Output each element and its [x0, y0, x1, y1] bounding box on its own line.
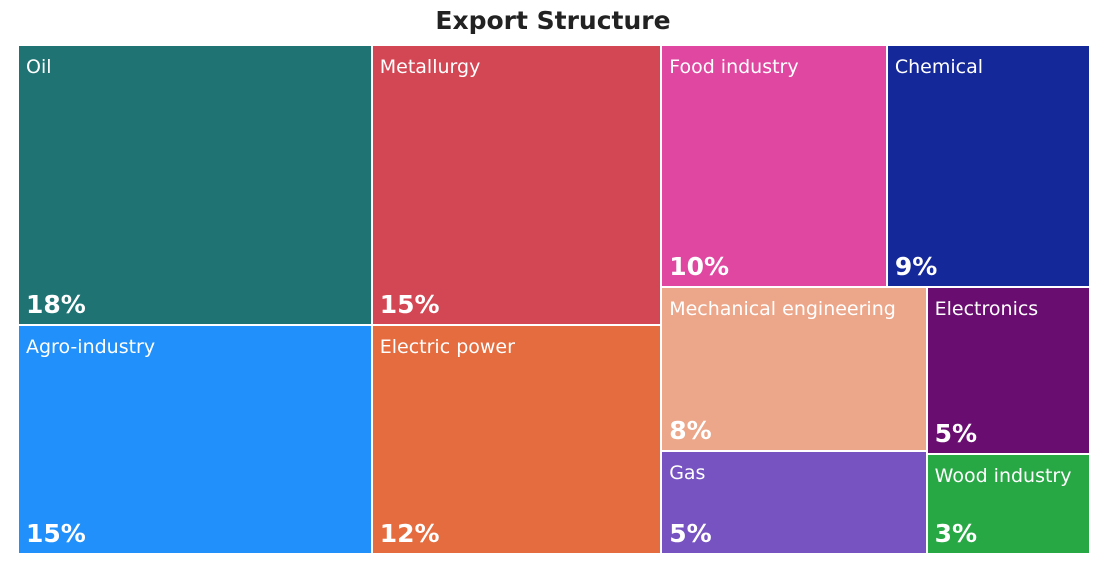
tile-value-mechanical-engineering: 8% [669, 416, 712, 446]
tile-label-oil: Oil [26, 56, 52, 78]
tile-metallurgy: Metallurgy 15% [371, 45, 662, 325]
tile-value-oil: 18% [26, 290, 86, 319]
tile-chemical: Chemical 9% [886, 45, 1090, 287]
chart-title: Export Structure [435, 6, 671, 35]
tile-label-wood-industry: Wood industry [934, 464, 1072, 487]
tile-gas: Gas 5% [661, 451, 927, 554]
tile-electronics: Electronics 5% [926, 286, 1090, 454]
tile-wood-industry: Wood industry 3% [926, 453, 1090, 554]
tile-label-mechanical-engineering: Mechanical engineering [669, 297, 896, 320]
tile-electric-power: Electric power 12% [371, 325, 662, 554]
tile-label-gas: Gas [669, 462, 706, 485]
tile-value-wood-industry: 3% [934, 518, 978, 548]
tile-value-food-industry: 10% [669, 251, 730, 281]
tile-label-metallurgy: Metallurgy [379, 56, 481, 78]
tile-value-gas: 5% [669, 518, 712, 548]
tile-label-electric-power: Electric power [379, 336, 515, 358]
tile-label-chemical: Chemical [894, 56, 984, 78]
tile-agro-industry: Agro-industry 15% [18, 325, 372, 554]
tile-food-industry: Food industry 10% [661, 45, 887, 287]
tile-label-agro-industry: Agro-industry [26, 336, 156, 358]
tile-value-chemical: 9% [894, 251, 938, 281]
tile-value-electronics: 5% [934, 418, 978, 448]
tile-oil: Oil 18% [18, 45, 372, 325]
tile-mechanical-engineering: Mechanical engineering 8% [661, 286, 927, 452]
tile-value-electric-power: 12% [379, 519, 440, 548]
tile-value-metallurgy: 15% [379, 290, 440, 319]
tile-value-agro-industry: 15% [26, 519, 86, 548]
tile-label-electronics: Electronics [934, 297, 1039, 320]
tile-label-food-industry: Food industry [669, 56, 799, 78]
